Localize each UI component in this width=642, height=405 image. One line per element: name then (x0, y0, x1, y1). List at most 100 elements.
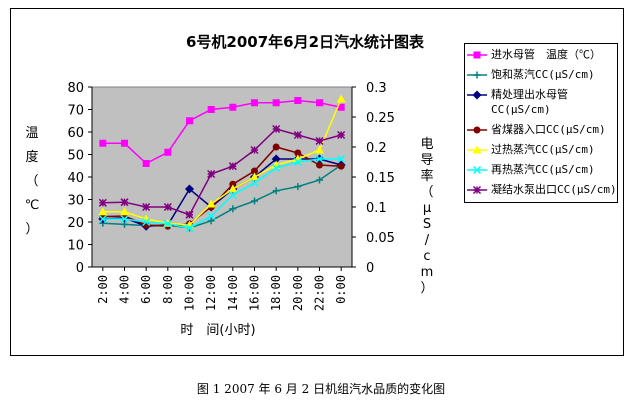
marker-x (228, 190, 237, 200)
marker-x (163, 219, 172, 228)
marker-circle (294, 149, 302, 157)
marker-diamond (185, 184, 194, 194)
legend-label: 凝结水泵出口CC(μS/cm) (491, 183, 617, 196)
marker-square (316, 99, 323, 107)
left-tick-label: 30 (67, 194, 84, 209)
right-tick-label: 0.25 (366, 111, 395, 126)
marker-asterisk (272, 124, 281, 134)
marker-x (315, 154, 324, 164)
x-tick-label: 18:00 (269, 275, 283, 311)
left-axis-label: 温度 （ ℃ ） (25, 126, 40, 237)
svg-text:（: （ (420, 185, 433, 200)
chart-title: 6号机2007年6月2日汽水统计图表 (186, 33, 425, 51)
x-tick-label: 20:00 (291, 275, 305, 311)
left-tick-label: 50 (67, 149, 84, 164)
marker-triangle (315, 145, 324, 154)
marker-circle (473, 126, 481, 134)
legend-item: 过热蒸汽CC(μS/cm) (465, 142, 617, 157)
marker-square (251, 99, 258, 107)
legend-swatch (467, 145, 487, 154)
marker-asterisk (185, 210, 194, 219)
legend-label: 省煤器入口CC(μS/cm) (491, 123, 606, 136)
series-line (102, 128, 342, 216)
series-line (102, 158, 342, 229)
marker-asterisk (142, 202, 151, 212)
marker-square (99, 139, 107, 147)
left-tick-label: 40 (67, 171, 84, 186)
series-5 (98, 154, 346, 233)
legend-swatch (467, 126, 487, 134)
marker-x (207, 211, 216, 221)
legend-item: 凝结水泵出口CC(μS/cm) (465, 182, 617, 197)
legend-item: 饱和蒸汽CC(μS/cm) (465, 67, 617, 82)
left-tick-label: 20 (67, 216, 84, 231)
figure-caption: 图 1 2007 年 6 月 2 日机组汽水品质的变化图 (196, 382, 446, 396)
marker-square (186, 117, 193, 125)
axis-labels: 时 间(小时)温度（℃）电导率（μS/cm） (25, 126, 434, 338)
marker-square (272, 99, 280, 107)
svg-text:）: ） (25, 222, 38, 237)
legend-swatch (467, 51, 487, 59)
x-tick-label: 16:00 (248, 275, 262, 311)
left-axis-ticks: 0 10 20 30 40 50 60 70 80 (67, 81, 352, 276)
marker-asterisk (315, 136, 324, 146)
marker-circle (316, 161, 323, 169)
marker-square (207, 106, 215, 113)
svg-text:度: 度 (25, 149, 38, 165)
right-axis-ticks: 0 0.05 0.1 0.15 0.2 0.25 0.3 (351, 81, 395, 276)
legend-label: 精处理出水母管CC(μS/cm) (491, 88, 568, 116)
svg-text:c: c (423, 249, 430, 264)
left-tick-label: 0 (76, 261, 84, 276)
marker-triangle (120, 207, 129, 216)
plot-area (91, 86, 353, 268)
svg-text:温: 温 (25, 126, 38, 141)
marker-asterisk (207, 169, 216, 179)
x-tick-label: 22:00 (313, 275, 327, 311)
x-tick-label: 4:00 (118, 275, 132, 304)
legend-item: 省煤器入口CC(μS/cm) (465, 122, 617, 137)
marker-asterisk (337, 130, 346, 140)
series-line (102, 99, 342, 165)
marker-plus (207, 217, 215, 225)
marker-plus (229, 205, 237, 213)
marker-square (229, 103, 237, 111)
marker-triangle (228, 184, 238, 193)
marker-plus (473, 71, 481, 79)
marker-square (121, 139, 128, 147)
marker-plus (294, 183, 302, 191)
marker-x (272, 163, 281, 173)
marker-x (293, 157, 302, 167)
marker-asterisk (98, 198, 107, 207)
right-tick-label: 0.3 (366, 81, 387, 96)
marker-triangle (250, 172, 259, 181)
x-tick-label: 0:00 (334, 275, 348, 304)
marker-circle (272, 143, 280, 151)
legend-label: 进水母管 温度（℃） (491, 48, 601, 61)
legend-label: 饱和蒸汽CC(μS/cm) (491, 68, 595, 81)
legend-item: 进水母管 温度（℃） (465, 47, 617, 62)
svg-text:导: 导 (420, 153, 433, 168)
x-tick-label: 8:00 (161, 275, 175, 304)
marker-plus (251, 197, 258, 205)
legend-swatch (467, 90, 487, 100)
marker-triangle (206, 199, 216, 208)
legend-swatch (467, 185, 487, 195)
svg-text:μ: μ (423, 201, 431, 216)
marker-triangle (336, 94, 346, 103)
left-tick-label: 10 (67, 239, 84, 254)
x-tick-label: 12:00 (204, 275, 218, 311)
marker-diamond (472, 90, 482, 100)
marker-plus (272, 187, 280, 195)
x-axis-label: 时 间(小时) (180, 323, 255, 338)
marker-x (185, 223, 194, 233)
legend: 进水母管 温度（℃） 饱和蒸汽CC(μS/cm) 精处理出水母管CC(μS/cm) 省… (464, 43, 618, 203)
x-tick-label: 14:00 (226, 275, 240, 311)
marker-x (472, 165, 482, 175)
svg-text:S: S (423, 217, 431, 232)
marker-x (142, 217, 151, 227)
marker-circle (337, 162, 345, 170)
marker-x (120, 214, 129, 224)
x-tick-label: 6:00 (139, 275, 153, 304)
series-line (102, 98, 342, 226)
